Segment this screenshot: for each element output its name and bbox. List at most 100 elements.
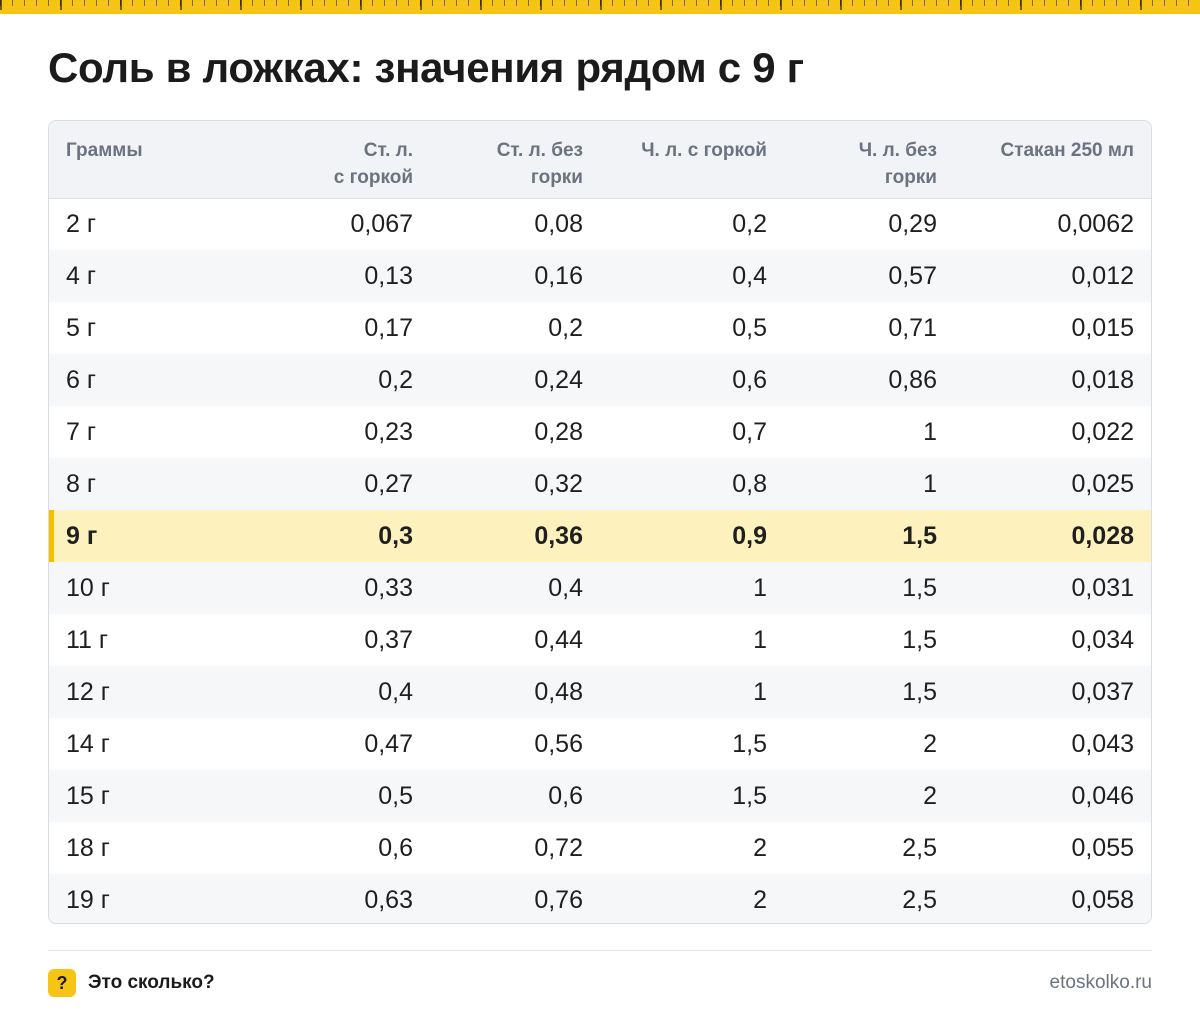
- cell-grams: 12 г: [66, 677, 110, 706]
- cell-grams: 14 г: [66, 729, 110, 758]
- cell-tsp-level: 1,5: [902, 625, 937, 654]
- cell-tbsp-level: 0,32: [534, 469, 583, 498]
- cell-tbsp-level: 0,36: [534, 521, 583, 550]
- cell-glass: 0,012: [1071, 261, 1134, 290]
- table-row: 18 г 0,6 0,72 2 2,5 0,055: [49, 822, 1151, 874]
- cell-grams: 6 г: [66, 365, 96, 394]
- conversion-table: Граммы Ст. л. с горкой Ст. л. без горки …: [49, 121, 1151, 923]
- table-row: 15 г 0,5 0,6 1,5 2 0,046: [49, 770, 1151, 822]
- cell-grams: 2 г: [66, 209, 96, 238]
- cell-tbsp-level: 0,56: [534, 729, 583, 758]
- cell-tbsp-heaped: 0,37: [364, 625, 413, 654]
- cell-tbsp-heaped: 0,6: [378, 833, 413, 862]
- cell-tbsp-level: 0,2: [548, 313, 583, 342]
- cell-tbsp-heaped: 0,5: [378, 781, 413, 810]
- cell-tsp-level: 2,5: [902, 885, 937, 914]
- cell-glass: 0,025: [1071, 469, 1134, 498]
- ruler-decoration: [0, 0, 1200, 14]
- cell-tbsp-level: 0,24: [534, 365, 583, 394]
- cell-grams: 5 г: [66, 313, 96, 342]
- cell-grams: 15 г: [66, 781, 110, 810]
- cell-tbsp-level: 0,6: [548, 781, 583, 810]
- cell-tbsp-heaped: 0,13: [364, 261, 413, 290]
- cell-tsp-heaped: 0,7: [732, 417, 767, 446]
- cell-tsp-heaped: 1,5: [732, 729, 767, 758]
- cell-tbsp-heaped: 0,33: [364, 573, 413, 602]
- cell-tsp-heaped: 1: [753, 573, 767, 602]
- cell-tbsp-level: 0,48: [534, 677, 583, 706]
- cell-tsp-heaped: 1: [753, 625, 767, 654]
- cell-glass: 0,018: [1071, 365, 1134, 394]
- cell-glass: 0,028: [1071, 521, 1134, 550]
- column-header-tsp-heaped: Ч. л. с горкой: [583, 121, 767, 199]
- cell-tsp-heaped: 2: [753, 833, 767, 862]
- cell-tbsp-level: 0,28: [534, 417, 583, 446]
- cell-tsp-heaped: 0,9: [732, 521, 767, 550]
- cell-grams: 4 г: [66, 261, 96, 290]
- cell-tbsp-heaped: 0,23: [364, 417, 413, 446]
- cell-tsp-heaped: 0,2: [732, 209, 767, 238]
- cell-tsp-level: 1,5: [902, 573, 937, 602]
- cell-tsp-level: 2: [923, 729, 937, 758]
- cell-tsp-level: 1: [923, 417, 937, 446]
- cell-tsp-level: 1,5: [902, 677, 937, 706]
- cell-grams: 7 г: [66, 417, 96, 446]
- cell-tsp-heaped: 1: [753, 677, 767, 706]
- cell-glass: 0,015: [1071, 313, 1134, 342]
- table-row: 2 г 0,067 0,08 0,2 0,29 0,0062: [49, 198, 1151, 250]
- table-row: 19 г 0,63 0,76 2 2,5 0,058: [49, 874, 1151, 923]
- cell-glass: 0,043: [1071, 729, 1134, 758]
- cell-grams: 8 г: [66, 469, 96, 498]
- column-header-glass: Стакан 250 мл: [937, 121, 1151, 199]
- cell-tsp-level: 1: [923, 469, 937, 498]
- cell-tbsp-level: 0,16: [534, 261, 583, 290]
- cell-tsp-heaped: 0,5: [732, 313, 767, 342]
- table-body: 2 г 0,067 0,08 0,2 0,29 0,0062 4 г 0,13 0,16 0,4 0…: [49, 198, 1151, 923]
- cell-tsp-level: 1,5: [902, 521, 937, 550]
- cell-tsp-level: 0,86: [888, 365, 937, 394]
- cell-tbsp-level: 0,72: [534, 833, 583, 862]
- cell-tsp-heaped: 0,6: [732, 365, 767, 394]
- conversion-table-card: Граммы Ст. л. с горкой Ст. л. без горки …: [48, 120, 1152, 924]
- cell-glass: 0,058: [1071, 885, 1134, 914]
- cell-tsp-level: 2: [923, 781, 937, 810]
- cell-glass: 0,022: [1071, 417, 1134, 446]
- cell-tsp-heaped: 0,4: [732, 261, 767, 290]
- cell-tbsp-heaped: 0,2: [378, 365, 413, 394]
- table-row-highlighted: 9 г 0,3 0,36 0,9 1,5 0,028: [49, 510, 1151, 562]
- cell-tsp-level: 0,71: [888, 313, 937, 342]
- cell-tbsp-heaped: 0,63: [364, 885, 413, 914]
- cell-glass: 0,0062: [1057, 209, 1134, 238]
- cell-tbsp-level: 0,44: [534, 625, 583, 654]
- column-header-tbsp-level: Ст. л. без горки: [413, 121, 583, 199]
- cell-tsp-level: 0,29: [888, 209, 937, 238]
- cell-grams: 19 г: [66, 885, 110, 914]
- cell-tsp-level: 0,57: [888, 261, 937, 290]
- column-header-tsp-level: Ч. л. без горки: [767, 121, 937, 199]
- brand-name: Это сколько?: [88, 972, 215, 993]
- cell-grams: 18 г: [66, 833, 110, 862]
- cell-glass: 0,031: [1071, 573, 1134, 602]
- cell-glass: 0,055: [1071, 833, 1134, 862]
- cell-glass: 0,046: [1071, 781, 1134, 810]
- cell-tsp-heaped: 0,8: [732, 469, 767, 498]
- table-row: 14 г 0,47 0,56 1,5 2 0,043: [49, 718, 1151, 770]
- cell-tbsp-level: 0,08: [534, 209, 583, 238]
- cell-tbsp-level: 0,4: [548, 573, 583, 602]
- table-row: 7 г 0,23 0,28 0,7 1 0,022: [49, 406, 1151, 458]
- table-header-row: Граммы Ст. л. с горкой Ст. л. без горки …: [49, 121, 1151, 199]
- page-title: Соль в ложках: значения рядом с 9 г: [48, 44, 804, 91]
- table-row: 11 г 0,37 0,44 1 1,5 0,034: [49, 614, 1151, 666]
- column-header-tbsp-heaped: Ст. л. с горкой: [211, 121, 413, 199]
- cell-tbsp-heaped: 0,27: [364, 469, 413, 498]
- question-mark-icon: ?: [48, 969, 76, 997]
- cell-tbsp-heaped: 0,3: [378, 521, 413, 550]
- cell-tsp-heaped: 1,5: [732, 781, 767, 810]
- cell-tbsp-heaped: 0,067: [350, 209, 413, 238]
- table-row: 12 г 0,4 0,48 1 1,5 0,037: [49, 666, 1151, 718]
- cell-tbsp-level: 0,76: [534, 885, 583, 914]
- column-header-grams: Граммы: [49, 121, 211, 199]
- site-url: etoskolko.ru: [1049, 972, 1152, 993]
- cell-glass: 0,034: [1071, 625, 1134, 654]
- cell-tbsp-heaped: 0,4: [378, 677, 413, 706]
